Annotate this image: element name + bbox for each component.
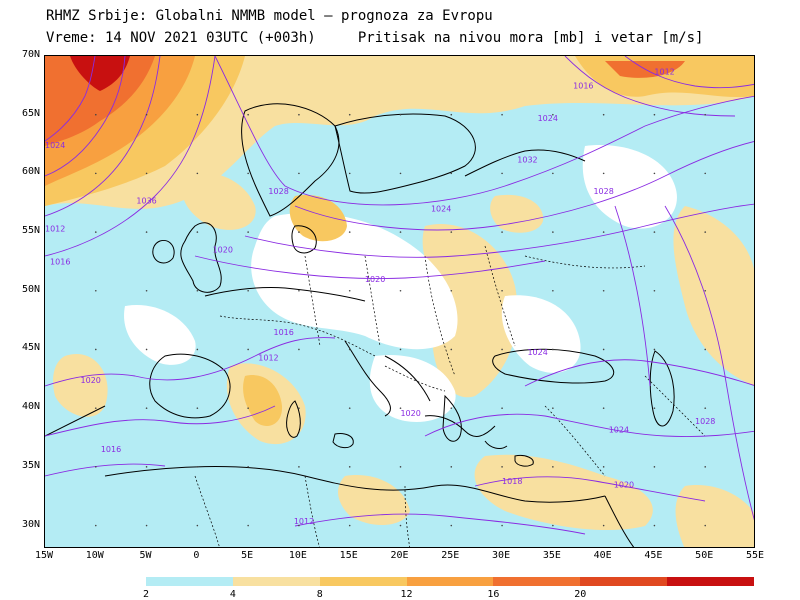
isobar-label: 1016	[50, 257, 70, 266]
map-subtitle: Vreme: 14 NOV 2021 03UTC (+003h) Pritisa…	[46, 30, 703, 46]
isobar-label: 1028	[268, 187, 288, 196]
isobar-label: 1024	[538, 114, 558, 123]
isobar-label: 1012	[294, 517, 314, 526]
wind-speed-fill	[45, 56, 754, 547]
weather-map: 1028 1024 1028 1032 1024 1016 1012 1020 1020 1016…	[45, 56, 754, 547]
isobar-labels: 1028 1024 1028 1032 1024 1016 1012 1020 1020 1016…	[45, 67, 715, 526]
isobar-label: 1020	[614, 480, 634, 489]
lon-label: 10E	[288, 550, 307, 561]
isobar-label: 1028	[593, 187, 613, 196]
colorbar-segment	[493, 577, 581, 586]
valid-time: Vreme: 14 NOV 2021 03UTC (+003h)	[46, 30, 316, 46]
lon-label: 15W	[34, 550, 54, 561]
lat-label: 60N	[21, 166, 40, 178]
lon-label: 40E	[593, 550, 612, 561]
isobar-label: 1036	[136, 196, 156, 205]
lat-label: 35N	[21, 459, 40, 471]
colorbar-tick: 2	[142, 589, 150, 600]
lat-label: 65N	[21, 107, 40, 119]
isobar-label: 1024	[609, 425, 629, 434]
lon-label: 45E	[644, 550, 663, 561]
lon-label: 50E	[695, 550, 714, 561]
colorbar-tick: 16	[487, 589, 500, 600]
colorbar-segment	[319, 577, 407, 586]
isobar-label: 1012	[45, 225, 65, 234]
lon-label: 15E	[339, 550, 358, 561]
lon-label: 5E	[241, 550, 254, 561]
lon-label: 10W	[85, 550, 104, 561]
colorbar-tick: 20	[574, 589, 587, 600]
graticule	[94, 113, 707, 527]
colorbar-tick: 4	[229, 589, 236, 600]
colorbar-segment	[232, 577, 320, 586]
field-description: Pritisak na nivou mora [mb] i vetar [m/s…	[357, 30, 704, 46]
isobar-label: 1020	[400, 409, 420, 418]
lat-label: 70N	[21, 49, 40, 60]
lat-label: 55N	[21, 225, 40, 237]
lat-label: 50N	[21, 283, 40, 295]
lon-label: 25E	[441, 550, 460, 561]
lon-label: 35E	[542, 550, 561, 561]
wind-colorbar	[146, 577, 755, 586]
lat-label: 45N	[21, 342, 40, 354]
colorbar-segment	[667, 577, 755, 586]
country-borders	[194, 245, 706, 547]
map-panel: 1028 1024 1028 1032 1024 1016 1012 1020 1020 1016…	[44, 55, 755, 548]
isobar-label: 1012	[654, 67, 674, 76]
isobar-label: 1024	[45, 141, 65, 150]
colorbar-segment	[406, 577, 494, 586]
colorbar-tick: 12	[400, 589, 413, 600]
isobar-label: 1016	[274, 328, 294, 337]
isobar-label: 1016	[573, 81, 593, 90]
lon-label: 5W	[139, 550, 152, 561]
colorbar-tick: 8	[316, 589, 323, 600]
lat-label: 40N	[21, 401, 40, 413]
lon-label: 0	[193, 550, 200, 561]
map-title: RHMZ Srbije: Globalni NMMB model — progn…	[46, 8, 493, 24]
isobar-label: 1020	[81, 376, 101, 385]
lat-label: 30N	[21, 518, 40, 530]
isobar-label: 1032	[517, 155, 537, 164]
coastlines	[45, 103, 675, 547]
isobar-label: 1016	[101, 445, 121, 454]
isobar-label: 1024	[527, 348, 547, 357]
colorbar-segment	[146, 577, 233, 586]
lon-label: 55E	[745, 550, 765, 561]
isobar-label: 1020	[365, 275, 385, 284]
isobar-label: 1012	[258, 354, 278, 363]
isobar-label: 1020	[213, 246, 233, 255]
isobar-label: 1018	[502, 477, 522, 486]
isobar-label: 1024	[431, 205, 451, 214]
lon-label: 30E	[492, 550, 511, 561]
colorbar-segment	[580, 577, 668, 586]
lon-label: 20E	[390, 550, 409, 561]
isobars	[45, 56, 754, 535]
isobar-label: 1028	[695, 417, 715, 426]
